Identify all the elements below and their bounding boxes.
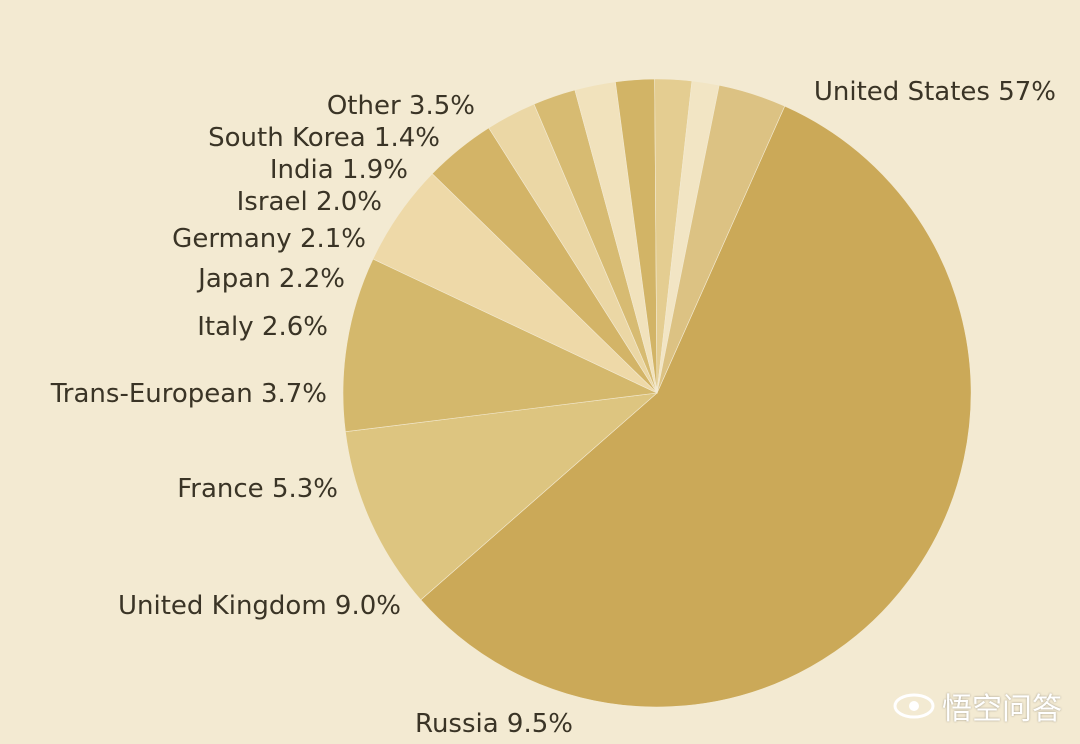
pie-labels: United States 57% Russia 9.5% United Kingd… [50,77,1056,739]
slice-label: United States 57% [814,77,1056,107]
pie-slice [656,84,786,394]
slice-label: Israel 2.0% [237,187,382,217]
watermark: 悟空问答 [892,684,1062,728]
slice-label: Italy 2.6% [197,312,328,342]
eye-logo-icon [893,693,935,719]
pie-slices [342,78,972,708]
slice-label: India 1.9% [270,155,408,185]
slice-label: United Kingdom 9.0% [118,591,401,621]
slice-label: Other 3.5% [327,91,475,121]
slice-label: France 5.3% [177,474,338,504]
slice-label: South Korea 1.4% [208,123,440,153]
pie-slice [342,258,659,433]
slice-label: Japan 2.2% [196,264,345,294]
pie-slice [345,392,658,601]
pie-slice [420,105,972,708]
slice-label: Trans-European 3.7% [50,379,327,409]
slice-label: Russia 9.5% [415,709,573,739]
watermark-text: 悟空问答 [942,692,1062,727]
slice-label: Germany 2.1% [172,224,366,254]
